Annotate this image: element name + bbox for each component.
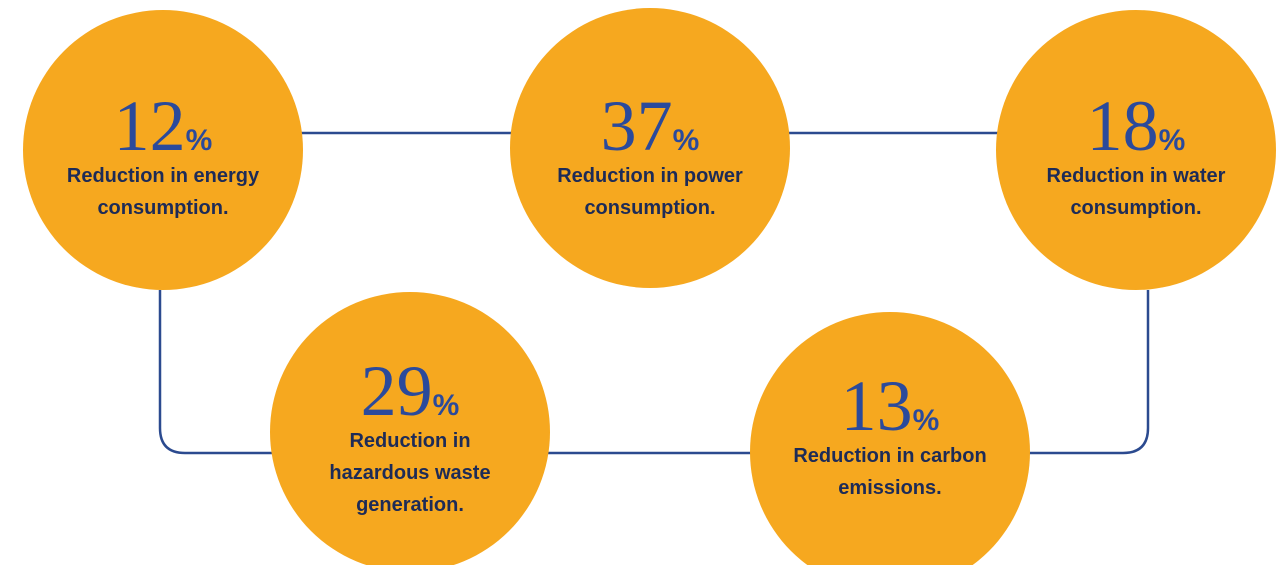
unit: % bbox=[433, 389, 460, 422]
number: 29 bbox=[361, 351, 433, 431]
description: Reduction in energy bbox=[67, 165, 260, 187]
description: Reduction in power bbox=[557, 165, 743, 187]
description: Reduction in bbox=[349, 430, 470, 452]
description: emissions. bbox=[838, 477, 941, 499]
description: consumption. bbox=[584, 197, 715, 219]
description: hazardous waste bbox=[329, 462, 490, 484]
connector bbox=[1025, 290, 1150, 455]
stat-value: 37% bbox=[601, 86, 700, 166]
number: 18 bbox=[1087, 86, 1159, 166]
number: 13 bbox=[841, 366, 913, 446]
connector bbox=[158, 290, 275, 455]
circles: 12%Reduction in energyconsumption.37%Red… bbox=[23, 8, 1276, 565]
description: generation. bbox=[356, 494, 464, 516]
description: Reduction in water bbox=[1047, 165, 1226, 187]
unit: % bbox=[913, 404, 940, 437]
description: consumption. bbox=[1070, 197, 1201, 219]
connectors bbox=[158, 131, 1150, 455]
stat-value: 29% bbox=[361, 351, 460, 431]
stat-value: 13% bbox=[841, 366, 940, 446]
number: 12 bbox=[114, 86, 186, 166]
circle bbox=[510, 8, 790, 288]
unit: % bbox=[673, 124, 700, 157]
circle bbox=[996, 10, 1276, 290]
circle bbox=[270, 292, 550, 565]
unit: % bbox=[186, 124, 213, 157]
unit: % bbox=[1159, 124, 1186, 157]
description: consumption. bbox=[97, 197, 228, 219]
description: Reduction in carbon bbox=[793, 445, 986, 467]
stat-value: 12% bbox=[114, 86, 213, 166]
circle bbox=[750, 312, 1030, 565]
number: 37 bbox=[601, 86, 673, 166]
stat-value: 18% bbox=[1087, 86, 1186, 166]
circle bbox=[23, 10, 303, 290]
